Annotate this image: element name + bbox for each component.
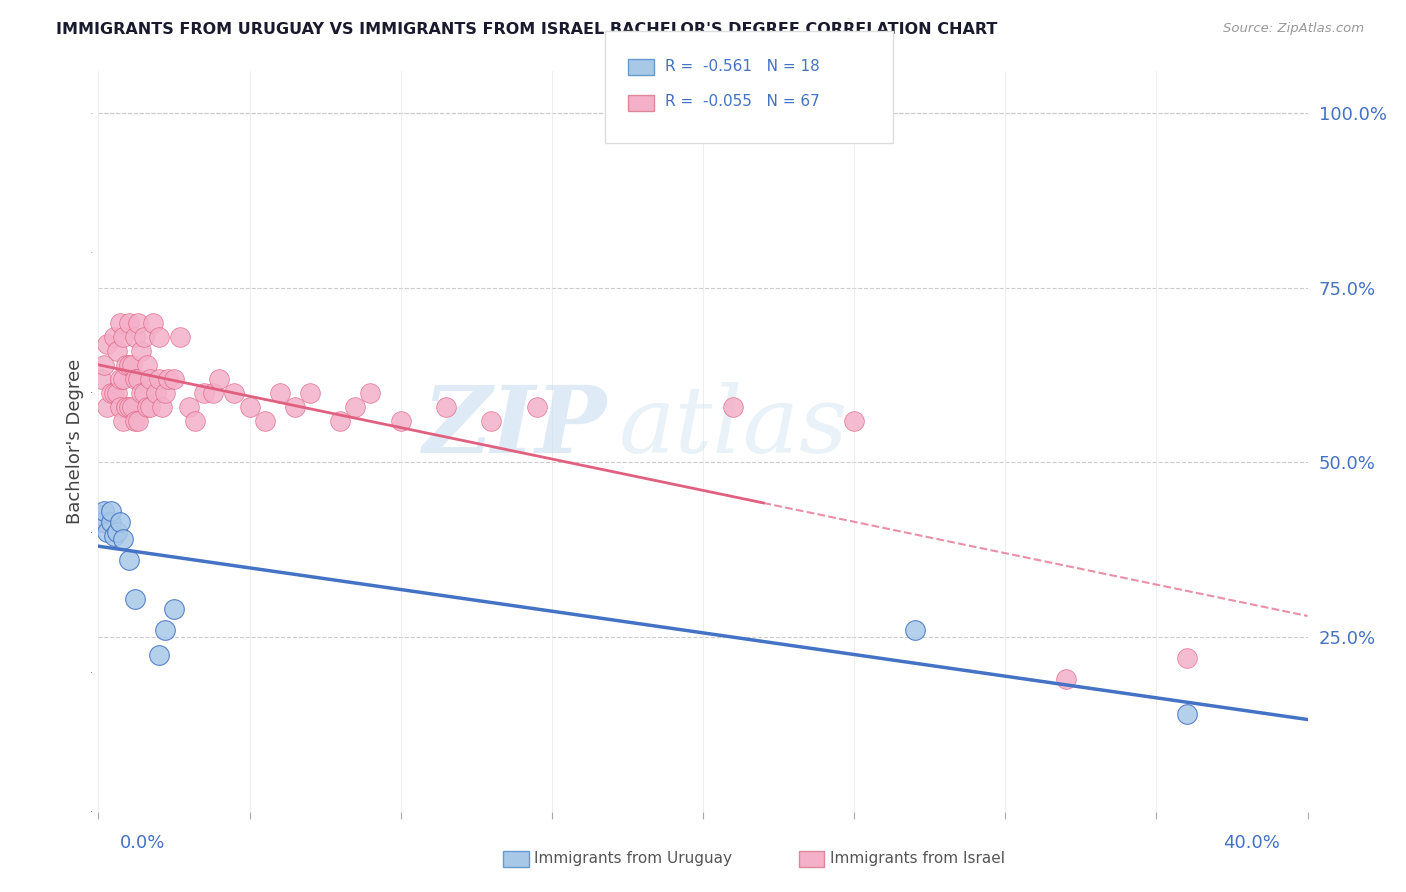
Point	[1175, 651, 1198, 665]
Point	[526, 400, 548, 414]
Point	[184, 414, 207, 428]
Point	[904, 623, 927, 637]
Point	[118, 358, 141, 372]
Text: 0.0%: 0.0%	[120, 834, 165, 852]
Point	[118, 316, 141, 330]
Text: Immigrants from Uruguay: Immigrants from Uruguay	[534, 851, 733, 865]
Text: R =  -0.055   N = 67: R = -0.055 N = 67	[665, 95, 820, 109]
Point	[481, 414, 503, 428]
Point	[103, 330, 125, 344]
Point	[163, 602, 186, 616]
Point	[153, 385, 176, 400]
Point	[93, 504, 115, 518]
Point	[111, 330, 134, 344]
Point	[100, 385, 122, 400]
Point	[90, 515, 112, 529]
Point	[108, 400, 131, 414]
Point	[360, 385, 382, 400]
Point	[253, 414, 276, 428]
Point	[142, 316, 165, 330]
Text: 40.0%: 40.0%	[1223, 834, 1279, 852]
Point	[139, 372, 162, 386]
Point	[139, 400, 162, 414]
Point	[100, 515, 122, 529]
Point	[124, 372, 146, 386]
Point	[269, 385, 291, 400]
Point	[118, 400, 141, 414]
Text: IMMIGRANTS FROM URUGUAY VS IMMIGRANTS FROM ISRAEL BACHELOR'S DEGREE CORRELATION : IMMIGRANTS FROM URUGUAY VS IMMIGRANTS FR…	[56, 22, 998, 37]
Point	[1054, 672, 1077, 686]
Point	[90, 372, 112, 386]
Point	[148, 648, 170, 662]
Point	[105, 525, 128, 540]
Point	[114, 358, 136, 372]
Point	[844, 414, 866, 428]
Point	[124, 414, 146, 428]
Point	[129, 343, 152, 358]
Point	[111, 533, 134, 547]
Point	[108, 515, 131, 529]
Point	[135, 358, 157, 372]
Point	[103, 529, 125, 543]
Point	[127, 414, 149, 428]
Point	[145, 385, 167, 400]
Point	[121, 358, 143, 372]
Point	[135, 400, 157, 414]
Point	[224, 385, 246, 400]
Point	[723, 400, 745, 414]
Text: ZIP: ZIP	[422, 382, 606, 472]
Point	[179, 400, 201, 414]
Point	[193, 385, 215, 400]
Point	[299, 385, 322, 400]
Point	[1175, 706, 1198, 721]
Point	[208, 372, 231, 386]
Point	[156, 372, 179, 386]
Point	[148, 330, 170, 344]
Point	[163, 372, 186, 386]
Point	[108, 316, 131, 330]
Point	[103, 385, 125, 400]
Point	[90, 508, 112, 522]
Text: R =  -0.561   N = 18: R = -0.561 N = 18	[665, 59, 820, 73]
Point	[96, 336, 118, 351]
Point	[118, 553, 141, 567]
Point	[111, 372, 134, 386]
Point	[111, 414, 134, 428]
Point	[93, 358, 115, 372]
Point	[389, 414, 412, 428]
Point	[124, 330, 146, 344]
Point	[434, 400, 457, 414]
Point	[148, 372, 170, 386]
Point	[329, 414, 352, 428]
Y-axis label: Bachelor's Degree: Bachelor's Degree	[66, 359, 83, 524]
Text: Source: ZipAtlas.com: Source: ZipAtlas.com	[1223, 22, 1364, 36]
Point	[169, 330, 191, 344]
Point	[114, 400, 136, 414]
Point	[96, 400, 118, 414]
Point	[153, 623, 176, 637]
Point	[132, 330, 155, 344]
Point	[202, 385, 225, 400]
Point	[105, 343, 128, 358]
Point	[96, 525, 118, 540]
Point	[93, 515, 115, 529]
Point	[127, 316, 149, 330]
Point	[124, 591, 146, 606]
Point	[127, 372, 149, 386]
Point	[129, 385, 152, 400]
Point	[100, 504, 122, 518]
Point	[344, 400, 367, 414]
Point	[284, 400, 307, 414]
Point	[132, 385, 155, 400]
Point	[108, 372, 131, 386]
Point	[121, 400, 143, 414]
Text: Immigrants from Israel: Immigrants from Israel	[830, 851, 1004, 865]
Point	[239, 400, 262, 414]
Text: atlas: atlas	[619, 382, 848, 472]
Point	[150, 400, 173, 414]
Point	[105, 385, 128, 400]
